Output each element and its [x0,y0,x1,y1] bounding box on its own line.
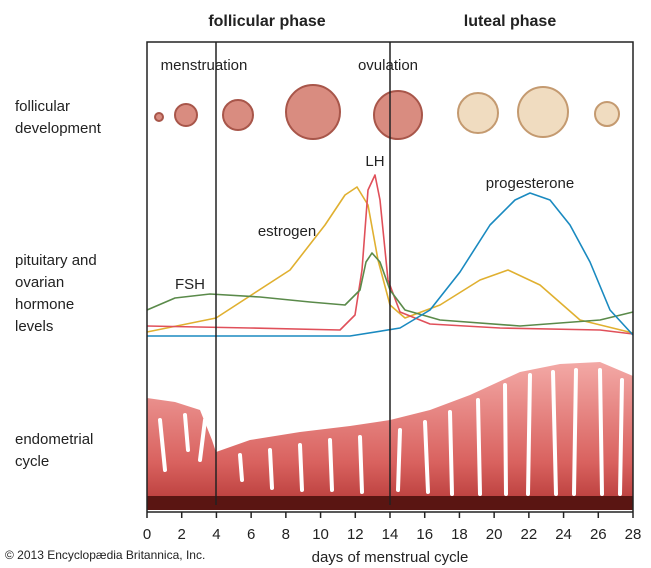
row-label: development [15,120,102,137]
event-label: menstruation [161,57,248,74]
curve-label: FSH [175,276,205,293]
x-tick-label: 2 [178,526,186,543]
phase-label: luteal phase [464,13,557,30]
x-tick-label: 28 [625,526,642,543]
row-label: follicular [15,98,70,115]
curve-label: estrogen [258,223,316,240]
row-label: levels [15,318,53,335]
axis-title: days of menstrual cycle [312,549,469,566]
row-label: ovarian [15,274,64,291]
x-tick-label: 10 [312,526,329,543]
event-label: ovulation [358,57,418,74]
fsh-curve [146,252,634,327]
row-label: pituitary and [15,252,97,269]
x-tick-label: 26 [590,526,607,543]
x-tick-label: 6 [247,526,255,543]
x-tick-label: 16 [416,526,433,543]
row-label: cycle [15,453,49,470]
x-tick-label: 12 [347,526,364,543]
curve-label: LH [365,153,384,170]
progesterone-curve [147,192,634,337]
x-tick-label: 4 [212,526,220,543]
lh-curve [146,174,634,335]
phase-label: follicular phase [208,13,325,30]
x-tick-label: 14 [382,526,399,543]
row-label: endometrial [15,431,93,448]
follicles [154,84,620,140]
x-axis: 0 2 4 6 8 10 12 14 16 18 20 22 24 26 28 [143,512,642,543]
curve-label: progesterone [486,175,574,192]
x-tick-label: 8 [282,526,290,543]
x-tick-label: 0 [143,526,151,543]
x-tick-label: 22 [521,526,538,543]
x-tick-label: 18 [451,526,468,543]
hormone-curves [146,174,634,337]
estrogen-curve [146,186,634,334]
credit: © 2013 Encyclopædia Britannica, Inc. [5,548,205,562]
x-tick-label: 20 [486,526,503,543]
row-label: hormone [15,296,74,313]
x-tick-label: 24 [555,526,572,543]
